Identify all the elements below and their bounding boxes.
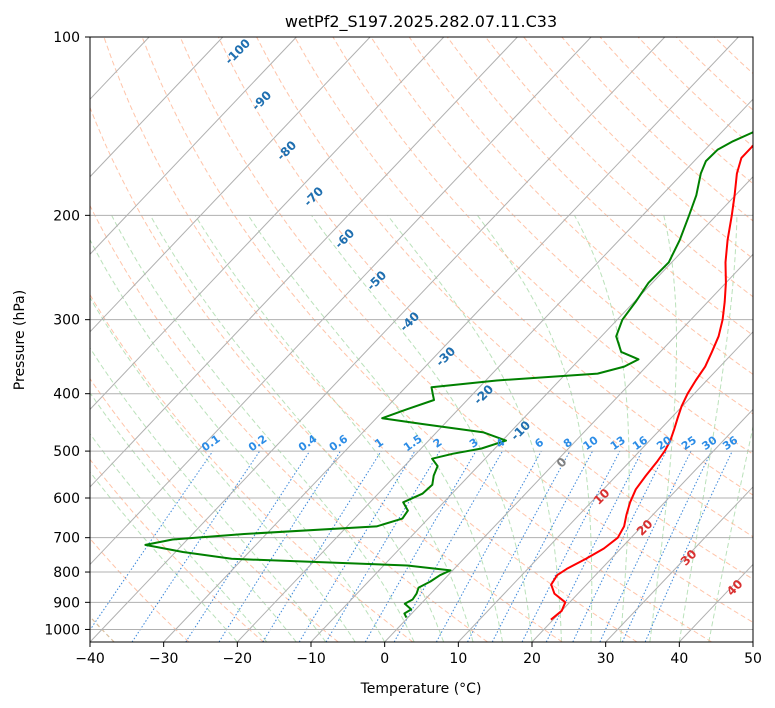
- x-tick-label: −30: [149, 651, 179, 667]
- moist-adiabat-line: [573, 215, 630, 642]
- y-tick-label: 200: [53, 208, 80, 224]
- dry-adiabat-line: [90, 106, 563, 642]
- temperature-profile-line: [550, 144, 753, 621]
- moist-adiabats: [90, 214, 753, 642]
- mixing-ratio-line: [435, 450, 542, 642]
- mixing-ratio-line: [90, 450, 214, 631]
- moist-adiabat-line: [149, 215, 445, 642]
- mixing-ratio-line: [621, 450, 712, 642]
- x-tick-label: −20: [223, 651, 253, 667]
- dewpoint-profile-line: [144, 131, 753, 619]
- dry-adiabat-line: [408, 37, 753, 375]
- moist-adiabat-line: [90, 347, 327, 642]
- x-tick-label: 40: [670, 651, 688, 667]
- isotherm-line: [90, 37, 518, 488]
- dry-adiabat-line: [370, 37, 753, 415]
- dry-adiabat-line: [294, 37, 753, 496]
- y-tick-label: 100: [53, 30, 80, 46]
- y-tick-label: 900: [53, 595, 80, 611]
- mixing-ratio-line: [545, 450, 643, 642]
- moist-adiabat-line: [90, 238, 386, 642]
- x-tick-label: 30: [597, 651, 615, 667]
- mixing-ratio-line: [393, 450, 503, 642]
- mixing-ratio-line: [599, 450, 692, 642]
- y-tick-label: 400: [53, 387, 80, 403]
- isotherm-line: [90, 37, 297, 256]
- moist-adiabat-line: [678, 215, 738, 642]
- x-axis-ticks: −40 −30 −20 −10 0 10 20 30 40 50: [75, 642, 762, 667]
- moist-adiabat-line: [90, 296, 356, 642]
- sounding-series: [144, 131, 753, 621]
- mixing-ratio-line: [262, 450, 382, 642]
- isotherm-line: [90, 37, 445, 411]
- moist-adiabat-line: [649, 215, 677, 642]
- y-tick-label: 1000: [44, 622, 80, 638]
- dry-adiabat-line: [103, 37, 638, 642]
- moist-adiabat-line: [111, 215, 415, 642]
- y-tick-label: 300: [53, 313, 80, 329]
- isotherm-line: [90, 37, 592, 566]
- mixing-ratio-line: [218, 450, 341, 642]
- isobars: [90, 37, 753, 630]
- dry-adiabat-line: [217, 37, 753, 580]
- dry-adiabat-line: [90, 458, 264, 642]
- moist-adiabat-line: [708, 424, 753, 642]
- moist-adiabat-line: [311, 215, 533, 642]
- dry-adiabat-line: [485, 37, 753, 298]
- x-tick-label: −10: [296, 651, 326, 667]
- isotherm-line: [163, 37, 739, 642]
- y-tick-label: 700: [53, 531, 80, 547]
- mixing-ratio-line: [325, 450, 441, 642]
- y-tick-label: 600: [53, 491, 80, 507]
- isotherm-line: [236, 98, 753, 642]
- mixing-ratio-line: [185, 450, 311, 642]
- x-axis-label: Temperature (°C): [360, 681, 482, 697]
- isotherm-line: [310, 176, 753, 642]
- isotherm-line: [90, 37, 371, 333]
- isotherm-line: [531, 408, 753, 642]
- plot-frame: [89, 36, 754, 643]
- plot-area: 0.1 0.2 0.4 0.6 1 1.5 2 3 4 6 8 10 13 16 20 25 30 36-100-…: [90, 37, 753, 642]
- chart-title: wetPf2_S197.2025.282.07.11.C33: [285, 12, 557, 32]
- y-axis-label: Pressure (hPa): [12, 290, 28, 390]
- mixing-ratio-line: [521, 450, 621, 642]
- dry-adiabat-line: [90, 204, 488, 642]
- isotherm-line: [90, 37, 666, 642]
- mixing-ratio-line: [467, 450, 571, 642]
- moist-adiabat-line: [90, 392, 297, 642]
- dry-adiabat-line: [141, 37, 712, 642]
- x-tick-label: 0: [380, 651, 389, 667]
- dry-adiabat-line: [179, 37, 753, 623]
- isotherms: [90, 37, 753, 642]
- x-tick-label: 10: [449, 651, 467, 667]
- x-tick-label: 20: [523, 651, 541, 667]
- isotherm-line: [605, 486, 753, 642]
- x-tick-label: −40: [75, 651, 105, 667]
- moist-adiabat-line: [90, 471, 238, 642]
- y-axis-ticks: 1000 900 800 700 600 500 400 300 200 100: [44, 30, 90, 638]
- y-tick-label: 800: [53, 565, 80, 581]
- x-tick-label: 50: [744, 651, 762, 667]
- moist-adiabat-line: [90, 432, 268, 642]
- mixing-ratio-line: [131, 450, 261, 642]
- dry-adiabat-line: [90, 537, 190, 642]
- moist-adiabat-line: [247, 215, 503, 642]
- isotherm-line: [384, 253, 753, 642]
- moist-adiabat-line: [476, 215, 593, 642]
- isotherm-line: [90, 37, 224, 178]
- isotherm-line: [457, 331, 753, 642]
- moist-adiabat-line: [194, 215, 474, 642]
- y-tick-label: 500: [53, 444, 80, 460]
